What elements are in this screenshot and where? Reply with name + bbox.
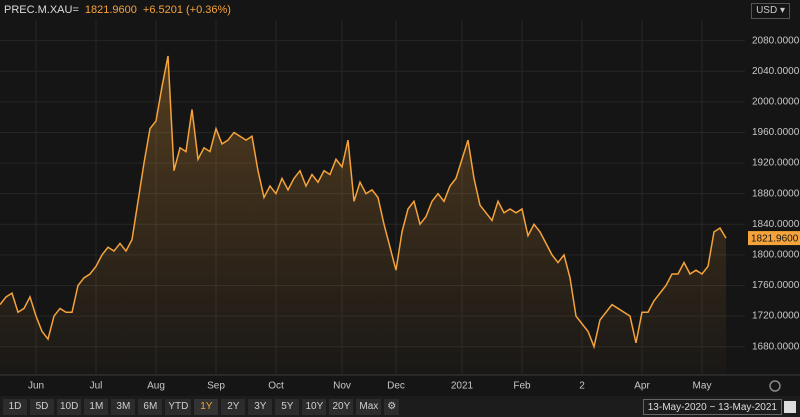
period-button[interactable]: 1M xyxy=(84,398,109,415)
price-line xyxy=(0,55,727,350)
y-tick-label: 2040.0000 xyxy=(752,66,800,77)
period-button[interactable]: 1Y xyxy=(194,398,219,415)
y-tick-label: 1800.0000 xyxy=(752,250,800,261)
x-tick-label: Feb xyxy=(513,381,531,392)
last-price-tag-label: 1821.9600 xyxy=(751,234,799,245)
period-button[interactable]: 20Y xyxy=(329,398,354,415)
area-fill xyxy=(0,55,726,376)
period-button[interactable]: YTD xyxy=(165,398,192,415)
x-tick-label: Dec xyxy=(387,381,405,392)
period-button[interactable]: 6M xyxy=(138,398,163,415)
y-tick-label: 1920.0000 xyxy=(752,158,800,169)
period-buttons: 1D 5D 10D 1M 3M 6M YTD 1Y 2Y 3Y 5Y 10Y 20Y Max xyxy=(0,398,382,415)
y-tick-label: 1720.0000 xyxy=(752,311,800,322)
currency: USD xyxy=(756,5,778,16)
price-change: +6.5201 (+0.36%) xyxy=(142,4,231,16)
y-tick-label: 1840.0000 xyxy=(752,219,800,230)
settings-button[interactable]: ⚙ xyxy=(384,398,400,415)
x-tick-label: Oct xyxy=(268,381,284,392)
chart: 1680.0000 1720.0000 1760.0000 1800.0000 1840… xyxy=(0,20,800,392)
calendar-icon[interactable] xyxy=(784,400,796,413)
currency-dropdown[interactable]: USD ▾ xyxy=(751,3,790,19)
y-tick-label: 2080.0000 xyxy=(752,35,800,46)
x-tick-label: 2 xyxy=(579,381,585,392)
header: PREC.M.XAU= 1821.9600 +6.5201 (+0.36%) xyxy=(4,4,231,16)
x-tick-label: Nov xyxy=(333,381,351,392)
x-tick-label: Aug xyxy=(147,381,165,392)
y-tick-label: 1760.0000 xyxy=(752,280,800,291)
y-tick-label: 2000.0000 xyxy=(752,97,800,108)
x-tick-label: 2021 xyxy=(451,381,474,392)
y-tick-label: 1880.0000 xyxy=(752,188,800,199)
y-tick-label: 1960.0000 xyxy=(752,127,800,138)
period-button[interactable]: Max xyxy=(356,398,382,415)
x-tick-label: Sep xyxy=(207,381,225,392)
y-tick-label: 1680.0000 xyxy=(752,341,800,352)
x-tick-label: May xyxy=(693,381,712,392)
instrument-name: PREC.M.XAU= xyxy=(4,4,79,16)
x-tick-label: Jun xyxy=(28,381,44,392)
period-button[interactable]: 1D xyxy=(3,398,27,415)
date-range[interactable]: 13-May-2020 − 13-May-2021 xyxy=(642,398,782,415)
period-button[interactable]: 5Y xyxy=(275,398,300,415)
period-button[interactable]: 5D xyxy=(30,398,54,415)
period-button[interactable]: 10Y xyxy=(302,398,327,415)
period-button[interactable]: 10D xyxy=(57,398,82,415)
toolbar: 1D 5D 10D 1M 3M 6M YTD 1Y 2Y 3Y 5Y 10Y 20Y Max ⚙ 13-M… xyxy=(0,396,800,417)
last-price-tag xyxy=(748,231,800,246)
period-button[interactable]: 3M xyxy=(111,398,136,415)
x-tick-label: Apr xyxy=(634,381,650,392)
period-button[interactable]: 3Y xyxy=(248,398,273,415)
x-tick-label: Jul xyxy=(90,381,103,392)
period-button[interactable]: 2Y xyxy=(221,398,246,415)
settings-icon[interactable] xyxy=(769,380,781,392)
last-price: 1821.9600 xyxy=(84,4,137,16)
